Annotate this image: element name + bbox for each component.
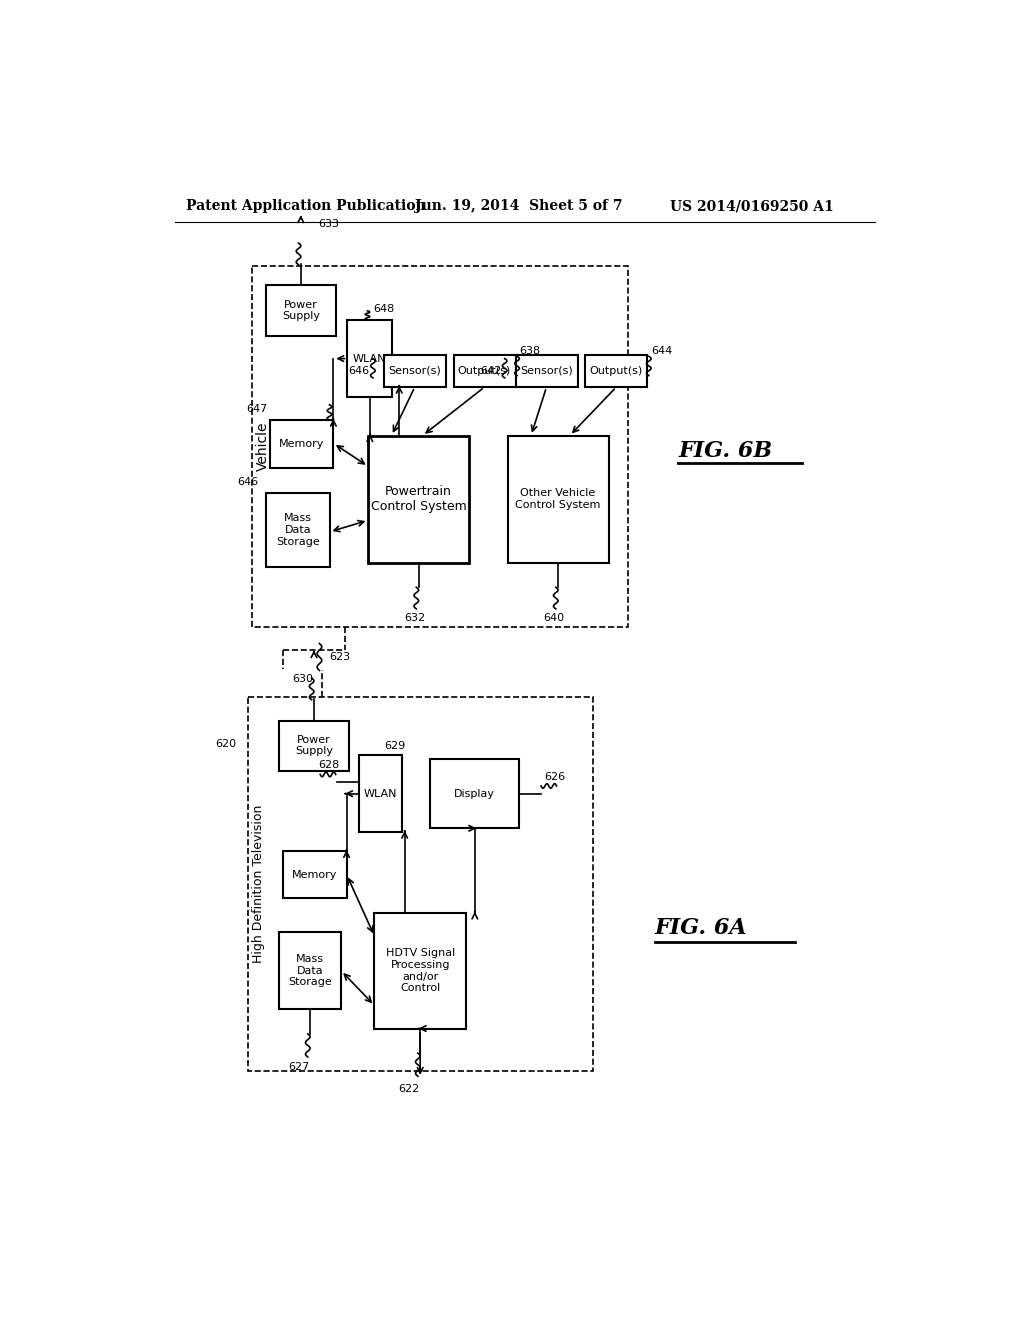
Text: 632: 632 xyxy=(404,612,425,623)
Bar xyxy=(430,759,519,829)
Text: Sensor(s): Sensor(s) xyxy=(388,366,441,376)
Bar xyxy=(283,851,346,898)
Text: Memory: Memory xyxy=(279,440,325,449)
Bar xyxy=(375,913,466,1028)
Bar xyxy=(384,355,445,387)
Text: 644: 644 xyxy=(651,346,673,356)
Text: 646: 646 xyxy=(238,477,258,487)
Text: 628: 628 xyxy=(318,760,340,770)
Text: Patent Application Publication: Patent Application Publication xyxy=(186,199,426,213)
Text: Vehicle: Vehicle xyxy=(256,421,270,471)
Text: High Definition Television: High Definition Television xyxy=(253,805,265,964)
Text: 626: 626 xyxy=(544,772,565,781)
Text: Sensor(s): Sensor(s) xyxy=(520,366,572,376)
Bar xyxy=(586,355,647,387)
Text: HDTV Signal
Processing
and/or
Control: HDTV Signal Processing and/or Control xyxy=(386,948,455,993)
Text: US 2014/0169250 A1: US 2014/0169250 A1 xyxy=(671,199,835,213)
Text: Mass
Data
Storage: Mass Data Storage xyxy=(275,513,319,546)
Text: 647: 647 xyxy=(247,404,268,413)
Text: 622: 622 xyxy=(398,1084,419,1093)
Text: WLAN: WLAN xyxy=(353,354,386,363)
Text: 648: 648 xyxy=(374,305,395,314)
Bar xyxy=(266,285,336,335)
Text: 633: 633 xyxy=(317,219,339,228)
Text: 630: 630 xyxy=(292,675,313,684)
Text: Mass
Data
Storage: Mass Data Storage xyxy=(288,954,332,987)
Bar xyxy=(359,755,401,832)
Text: Jun. 19, 2014  Sheet 5 of 7: Jun. 19, 2014 Sheet 5 of 7 xyxy=(415,199,623,213)
Bar xyxy=(270,420,334,469)
Text: Power
Supply: Power Supply xyxy=(295,735,333,756)
Bar xyxy=(280,932,341,1010)
Text: FIG. 6A: FIG. 6A xyxy=(655,917,748,940)
Text: Power
Supply: Power Supply xyxy=(282,300,319,321)
Text: Memory: Memory xyxy=(292,870,338,879)
Text: 623: 623 xyxy=(330,652,350,663)
Bar xyxy=(248,697,593,1071)
Bar xyxy=(508,436,608,562)
Text: Output(s): Output(s) xyxy=(458,366,511,376)
Text: Output(s): Output(s) xyxy=(590,366,643,376)
Bar xyxy=(266,494,330,566)
Text: Powertrain
Control System: Powertrain Control System xyxy=(371,486,467,513)
Bar xyxy=(280,721,349,771)
Text: 629: 629 xyxy=(384,741,406,751)
Bar xyxy=(347,321,392,397)
Text: WLAN: WLAN xyxy=(364,788,397,799)
Text: 620: 620 xyxy=(215,739,237,748)
Text: FIG. 6B: FIG. 6B xyxy=(678,440,772,462)
Text: 638: 638 xyxy=(519,346,541,356)
Text: 646: 646 xyxy=(349,366,370,376)
Bar xyxy=(454,355,515,387)
Text: Display: Display xyxy=(455,788,496,799)
Text: 642: 642 xyxy=(480,366,502,376)
Text: Other Vehicle
Control System: Other Vehicle Control System xyxy=(515,488,601,510)
Bar xyxy=(252,267,628,627)
Bar xyxy=(515,355,578,387)
Text: 627: 627 xyxy=(288,1063,309,1072)
Bar xyxy=(369,436,469,562)
Text: 640: 640 xyxy=(544,612,565,623)
